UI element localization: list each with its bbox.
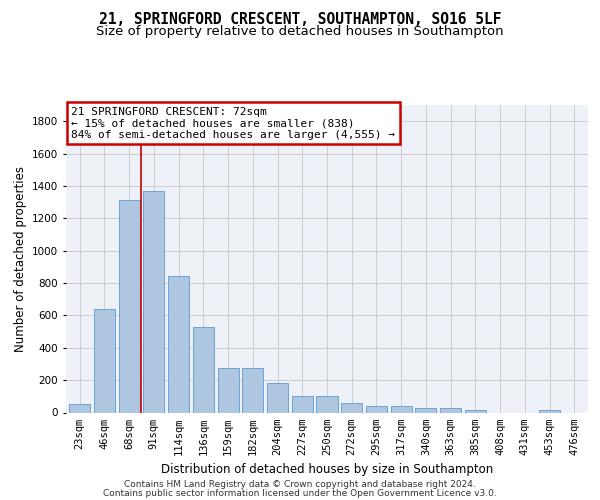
Bar <box>465 410 486 412</box>
Bar <box>366 406 387 412</box>
Bar <box>292 396 313 412</box>
Bar <box>69 404 90 412</box>
Bar <box>242 368 263 412</box>
Bar <box>267 382 288 412</box>
Bar <box>341 403 362 412</box>
Text: Size of property relative to detached houses in Southampton: Size of property relative to detached ho… <box>96 25 504 38</box>
Bar <box>119 200 140 412</box>
Text: 21 SPRINGFORD CRESCENT: 72sqm
← 15% of detached houses are smaller (838)
84% of : 21 SPRINGFORD CRESCENT: 72sqm ← 15% of d… <box>71 106 395 140</box>
Text: Contains public sector information licensed under the Open Government Licence v3: Contains public sector information licen… <box>103 488 497 498</box>
Text: Contains HM Land Registry data © Crown copyright and database right 2024.: Contains HM Land Registry data © Crown c… <box>124 480 476 489</box>
Y-axis label: Number of detached properties: Number of detached properties <box>14 166 26 352</box>
Bar <box>168 276 189 412</box>
Bar <box>440 408 461 412</box>
Bar <box>94 309 115 412</box>
Bar <box>391 406 412 412</box>
Bar <box>415 408 436 412</box>
Bar <box>316 396 338 412</box>
X-axis label: Distribution of detached houses by size in Southampton: Distribution of detached houses by size … <box>161 463 493 476</box>
Bar <box>193 326 214 412</box>
Bar <box>218 368 239 412</box>
Bar <box>143 191 164 412</box>
Bar <box>539 410 560 412</box>
Text: 21, SPRINGFORD CRESCENT, SOUTHAMPTON, SO16 5LF: 21, SPRINGFORD CRESCENT, SOUTHAMPTON, SO… <box>99 12 501 28</box>
